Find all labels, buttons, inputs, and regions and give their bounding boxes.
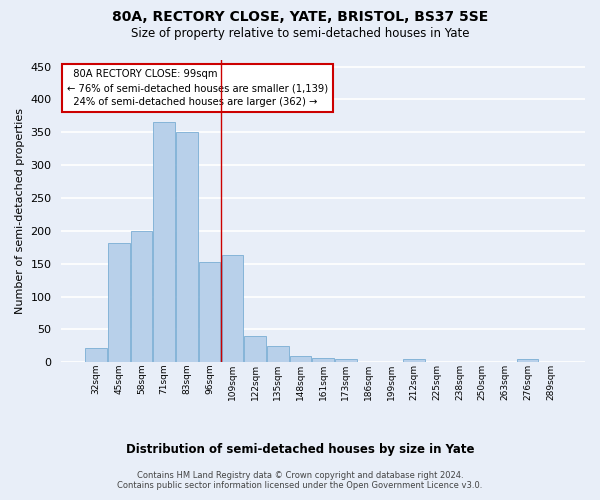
Bar: [313, 358, 334, 362]
Bar: [290, 356, 311, 362]
Y-axis label: Number of semi-detached properties: Number of semi-detached properties: [15, 108, 25, 314]
Text: Distribution of semi-detached houses by size in Yate: Distribution of semi-detached houses by …: [126, 442, 474, 456]
Bar: [154, 122, 175, 362]
Text: 80A RECTORY CLOSE: 99sqm
← 76% of semi-detached houses are smaller (1,139)
  24%: 80A RECTORY CLOSE: 99sqm ← 76% of semi-d…: [67, 69, 328, 107]
Bar: [267, 346, 289, 362]
Bar: [85, 348, 107, 362]
Bar: [176, 132, 197, 362]
Bar: [199, 262, 220, 362]
Bar: [335, 359, 357, 362]
Bar: [221, 255, 243, 362]
Text: Size of property relative to semi-detached houses in Yate: Size of property relative to semi-detach…: [131, 28, 469, 40]
Text: 80A, RECTORY CLOSE, YATE, BRISTOL, BS37 5SE: 80A, RECTORY CLOSE, YATE, BRISTOL, BS37 …: [112, 10, 488, 24]
Bar: [108, 242, 130, 362]
Bar: [403, 359, 425, 362]
Bar: [517, 359, 538, 362]
Bar: [131, 231, 152, 362]
Text: Contains HM Land Registry data © Crown copyright and database right 2024.
Contai: Contains HM Land Registry data © Crown c…: [118, 470, 482, 490]
Bar: [244, 336, 266, 362]
